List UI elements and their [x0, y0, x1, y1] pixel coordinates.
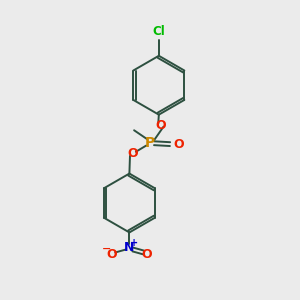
Text: P: P [145, 136, 155, 150]
Text: O: O [142, 248, 152, 261]
Text: Cl: Cl [152, 25, 165, 38]
Text: O: O [106, 248, 117, 261]
Text: O: O [128, 147, 138, 160]
Text: N: N [124, 241, 135, 254]
Text: −: − [102, 244, 111, 254]
Text: O: O [156, 118, 166, 132]
Text: +: + [130, 238, 138, 248]
Text: O: O [173, 138, 184, 151]
